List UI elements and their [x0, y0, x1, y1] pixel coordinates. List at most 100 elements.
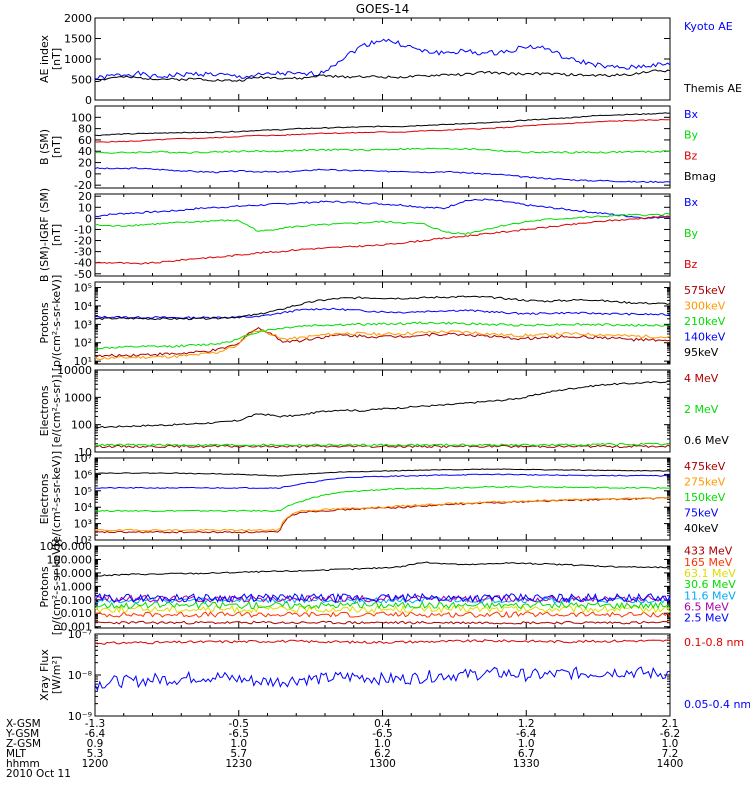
series-line-unlabeled — [94, 561, 671, 577]
ephemeris-value: 1.0 — [662, 738, 679, 750]
series-line-300kev — [94, 329, 671, 361]
series-line-6-5-mev — [94, 594, 671, 604]
legend-label: Bz — [684, 149, 698, 162]
series-line-30-6-mev — [94, 600, 671, 610]
ephemeris-value: -6.4 — [85, 728, 106, 740]
y-tick-label: 10⁵ — [74, 485, 92, 498]
y-tick-label: 10² — [74, 534, 92, 547]
ephemeris-value: -6.5 — [372, 728, 393, 740]
series-line-475kev — [94, 496, 670, 534]
legend-label: 210keV — [684, 315, 726, 328]
ephemeris-label: MLT — [6, 748, 26, 760]
y-axis-label-unit: [p/(cm²-s-sr-keV)] — [50, 539, 63, 636]
series-line-kyoto-ae — [94, 38, 671, 80]
ephemeris-value: 1.0 — [230, 738, 247, 750]
y-tick-label: 500 — [71, 74, 92, 87]
y-tick-label: 1000 — [64, 391, 92, 404]
legend-label: 575keV — [684, 284, 726, 297]
panel-frame — [94, 105, 671, 189]
y-tick-label: 10³ — [74, 318, 92, 331]
y-axis-label-unit: [nT] — [50, 136, 63, 158]
series-line-by — [94, 212, 671, 235]
y-tick-label: 0 — [85, 94, 92, 107]
ephemeris-label: Z-GSM — [6, 738, 41, 750]
legend-label: 0.1-0.8 nm — [684, 636, 744, 649]
series-line-0-6-mev — [94, 380, 671, 429]
ephemeris-label: Y-GSM — [5, 728, 39, 740]
series-line-by — [94, 147, 671, 154]
panel-7: 0.0010.0100.1001.00010.000100.0001000.00… — [38, 539, 736, 636]
panel-frame — [94, 545, 671, 629]
y-axis-label: B (SM)[nT] — [38, 129, 63, 165]
legend-label: 2 MeV — [684, 403, 719, 416]
y-tick-label: 100 — [71, 419, 92, 432]
legend-label: Kyoto AE — [684, 20, 733, 33]
ephemeris-value: 1400 — [657, 758, 684, 770]
y-tick-label: 10⁴ — [74, 501, 93, 514]
panel-8: 10⁻⁹ 10⁻⁸ 10⁻⁷ Xray Flux[W/m²] 0.1-0.8 nm 0.0… — [38, 628, 750, 723]
y-tick-label: 60 — [78, 134, 92, 147]
series-line-4-mev — [94, 444, 671, 449]
series-line-433-mev — [94, 620, 671, 625]
series-line-40kev — [95, 468, 671, 477]
y-tick-label: 10.000 — [54, 567, 93, 580]
y-tick-label: 1500 — [64, 33, 92, 46]
y-tick-label: 10⁷ — [74, 452, 92, 465]
y-tick-label: 10² — [74, 337, 92, 350]
y-axis-label: AE index[nT] — [38, 34, 63, 83]
ephemeris-value: 1.2 — [518, 718, 535, 730]
legend-label: 2.5 MeV — [684, 612, 729, 625]
legend-label: Bx — [684, 108, 699, 121]
legend-label: By — [684, 129, 699, 142]
y-axis-label-unit: [nT] — [50, 224, 63, 246]
legend-label: 6.5 MeV — [684, 600, 729, 613]
series-line-bx — [94, 198, 671, 220]
y-tick-label: -40 — [74, 257, 92, 270]
y-tick-label: -20 — [74, 235, 92, 248]
series-line-bmag — [94, 112, 671, 137]
y-tick-label: -50 — [74, 268, 92, 281]
ephemeris-value: 0.9 — [87, 738, 104, 750]
series-line-140kev — [94, 307, 671, 320]
y-tick-label: 10 — [78, 201, 92, 214]
y-axis-label-line: B (SM) — [38, 129, 51, 165]
y-axis-label: Electrons[e/(cm²-s-sr-keV)] — [38, 451, 63, 547]
y-axis-label-line: B (SM)-IGRF (SM) — [38, 188, 51, 282]
legend-label: Bx — [684, 196, 699, 209]
y-tick-label: 10 — [78, 446, 92, 459]
series-line-75kev — [94, 473, 671, 489]
y-tick-label: 10000 — [57, 364, 92, 377]
series-line-themis-ae — [94, 69, 671, 83]
ephemeris-table: X-GSM -1.3 -0.5 0.4 1.2 2.1 Y-GSM -6.4 -6.5 -6.5 -… — [5, 718, 683, 780]
ephemeris-value: 1230 — [225, 758, 252, 770]
y-tick-label: 40 — [78, 145, 92, 158]
ephemeris-value: 6.7 — [518, 748, 535, 760]
legend-label: 140keV — [684, 331, 726, 344]
y-axis-label-line: Protons — [38, 566, 51, 607]
series-line-11-6-mev — [94, 596, 671, 604]
y-axis-label-line: AE index — [38, 34, 51, 83]
y-tick-label: 10³ — [74, 518, 92, 531]
y-tick-label: 0 — [85, 212, 92, 225]
y-tick-label: 0.010 — [61, 607, 93, 620]
ephemeris-value: 0.4 — [374, 718, 391, 730]
ephemeris-value: -6.5 — [229, 728, 250, 740]
legend-label: 0.05-0.4 nm — [684, 698, 750, 711]
y-tick-label: -30 — [74, 246, 92, 259]
y-axis-label-unit: [p/(cm²-s-sr-keV)] — [50, 275, 63, 372]
y-tick-label: 100.000 — [47, 553, 93, 566]
series-line-bz — [94, 118, 670, 143]
legend-label: 275keV — [684, 476, 726, 489]
series-line-150kev — [95, 485, 671, 513]
series-line-95kev — [94, 295, 671, 321]
legend-label: 300keV — [684, 300, 726, 313]
y-axis-label-unit: [W/m²] — [50, 656, 63, 694]
y-tick-label: 10⁻⁷ — [68, 628, 92, 641]
ephemeris-value: 1.0 — [518, 738, 535, 750]
y-tick-label: -20 — [74, 179, 92, 192]
legend-label: 95keV — [684, 346, 719, 359]
y-axis-label: Xray Flux[W/m²] — [38, 649, 63, 701]
panel-4: 10¹ 10² 10³ 10⁴ 10⁵ Protons[p/(cm²-s-sr-keV)]… — [38, 275, 726, 372]
